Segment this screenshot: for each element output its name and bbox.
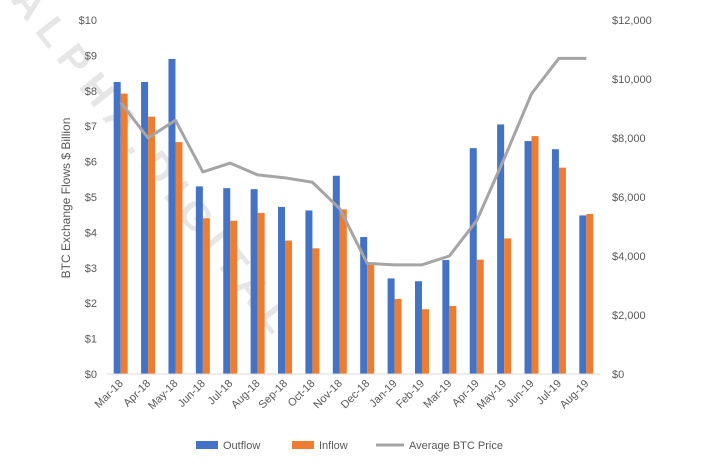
outflow-bar <box>497 124 505 375</box>
left-y-tick-label: $5 <box>85 192 97 204</box>
right-y-tick-label: $6,000 <box>612 192 646 204</box>
left-y-tick-label: $9 <box>85 50 97 62</box>
outflow-bar <box>113 81 121 374</box>
inflow-bar <box>202 218 210 374</box>
legend-label: Average BTC Price <box>409 440 503 452</box>
inflow-bar <box>230 220 238 374</box>
x-tick-label: Dec-18 <box>339 378 373 412</box>
x-tick-label: Sep-18 <box>257 378 291 412</box>
y-axis-title: BTC Exchange Flows $ Billion <box>59 118 73 279</box>
x-tick-label: Mar-18 <box>93 378 126 411</box>
left-y-tick-label: $2 <box>85 298 97 310</box>
average-btc-price-line <box>119 56 587 267</box>
x-tick-label: Feb-19 <box>394 378 427 411</box>
left-y-tick-label: $3 <box>85 263 97 275</box>
right-y-tick-label: $12,000 <box>612 15 652 27</box>
right-y-tick-label: $8,000 <box>612 133 646 145</box>
x-tick-label: Jun-18 <box>176 378 208 410</box>
legend: Outflow Inflow Average BTC Price <box>196 440 503 452</box>
x-tick-label: May-18 <box>146 378 180 412</box>
inflow-bar <box>449 306 457 374</box>
outflow-bar <box>250 189 258 374</box>
left-axis-ticks: $0 $1 $2 $3 $4 $5 $6 $7 $8 $9 $10 <box>79 15 97 381</box>
left-y-tick-label: $8 <box>85 86 97 98</box>
right-y-tick-label: $0 <box>612 369 624 381</box>
legend-swatch <box>196 441 218 449</box>
x-tick-label: Aug-18 <box>229 378 263 412</box>
inflow-bar <box>312 248 320 374</box>
inflow-bar <box>421 309 429 374</box>
outflow-bar <box>141 81 149 374</box>
outflow-bar <box>195 186 203 374</box>
legend-label: Outflow <box>223 440 260 452</box>
legend-label: Inflow <box>319 440 348 452</box>
inflow-bar <box>531 136 539 374</box>
outflow-bar <box>524 141 532 374</box>
x-tick-label: Mar-19 <box>421 378 454 411</box>
outflow-bar <box>305 210 313 374</box>
outflow-bar <box>442 260 450 374</box>
x-tick-label: Jan-19 <box>367 378 399 410</box>
outflow-bar <box>469 148 477 374</box>
inflow-bar <box>394 298 402 374</box>
outflow-bar <box>332 175 340 374</box>
line-series <box>119 56 587 267</box>
inflow-bar <box>120 93 128 374</box>
outflow-bar <box>387 278 395 374</box>
outflow-bar <box>223 188 231 374</box>
inflow-bar <box>367 264 375 374</box>
x-tick-label: Jun-19 <box>504 378 536 410</box>
right-y-tick-label: $2,000 <box>612 310 646 322</box>
inflow-bar <box>175 142 183 374</box>
right-y-tick-label: $4,000 <box>612 251 646 263</box>
x-axis-ticks: Mar-18Apr-18May-18Jun-18Jul-18Aug-18Sep-… <box>93 378 592 412</box>
inflow-bar <box>586 213 594 374</box>
inflow-bar <box>285 240 293 374</box>
inflow-bar <box>558 167 566 374</box>
inflow-bar <box>476 259 484 374</box>
left-y-tick-label: $0 <box>85 369 97 381</box>
outflow-bar <box>278 206 286 374</box>
left-y-tick-label: $7 <box>85 121 97 133</box>
inflow-bar <box>148 116 156 374</box>
x-tick-label: May-19 <box>475 378 509 412</box>
legend-swatch <box>292 441 314 449</box>
left-y-tick-label: $4 <box>85 227 97 239</box>
outflow-bar <box>414 281 422 374</box>
outflow-bar <box>168 58 176 374</box>
outflow-bar <box>360 237 368 374</box>
outflow-bar <box>551 149 559 374</box>
outflow-bar <box>579 215 587 374</box>
right-axis-ticks: $0 $2,000 $4,000 $6,000 $8,000 $10,000 $12,000 <box>612 15 652 381</box>
bar-series <box>113 58 594 375</box>
left-y-tick-label: $6 <box>85 157 97 169</box>
inflow-bar <box>339 209 347 374</box>
x-tick-label: Nov-18 <box>311 378 345 412</box>
left-y-tick-label: $10 <box>79 15 97 27</box>
right-y-tick-label: $10,000 <box>612 74 652 86</box>
left-y-tick-label: $1 <box>85 334 97 346</box>
x-tick-label: Aug-19 <box>558 378 592 412</box>
inflow-bar <box>504 238 512 374</box>
inflow-bar <box>257 212 265 374</box>
